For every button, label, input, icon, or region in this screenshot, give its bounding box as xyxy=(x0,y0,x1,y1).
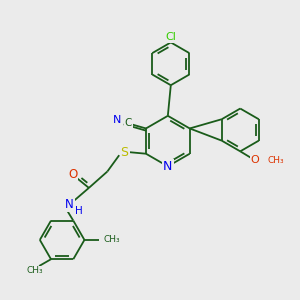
Text: N: N xyxy=(163,160,172,173)
Text: N: N xyxy=(65,198,74,211)
Text: N: N xyxy=(112,115,121,125)
Text: O: O xyxy=(251,155,260,165)
Text: S: S xyxy=(121,146,129,159)
Text: CH₃: CH₃ xyxy=(268,156,284,165)
Text: O: O xyxy=(68,168,77,181)
Text: C: C xyxy=(124,118,132,128)
Text: CH₃: CH₃ xyxy=(103,236,120,244)
Text: CH₃: CH₃ xyxy=(27,266,44,275)
Text: H: H xyxy=(75,206,83,216)
Text: Cl: Cl xyxy=(165,32,176,42)
